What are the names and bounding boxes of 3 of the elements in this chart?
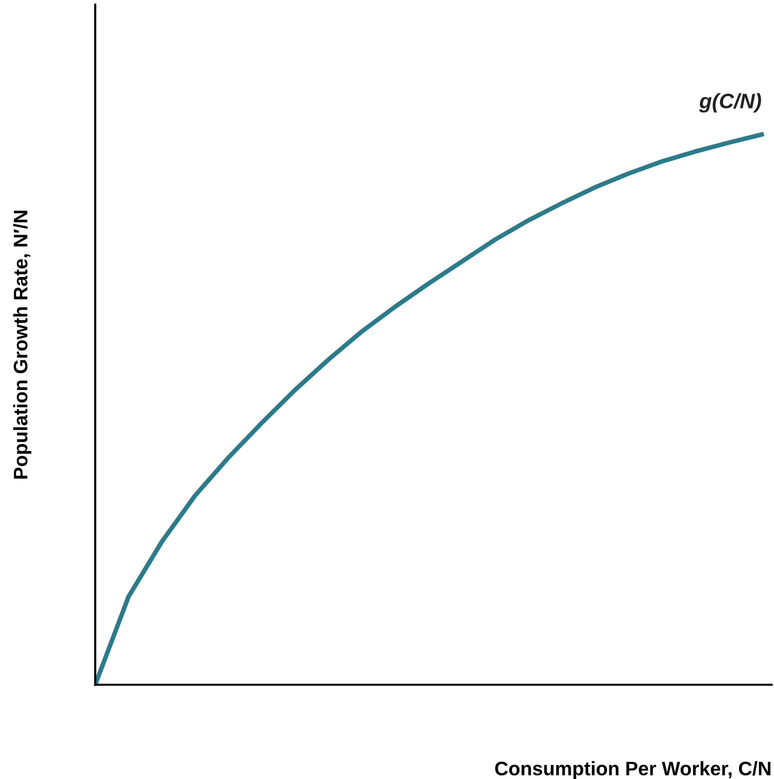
x-axis-title: Consumption Per Worker, C/N	[495, 761, 770, 779]
y-axis-title: Population Growth Rate, N′/N	[13, 210, 32, 479]
series-label: g(C/N)	[699, 93, 762, 113]
